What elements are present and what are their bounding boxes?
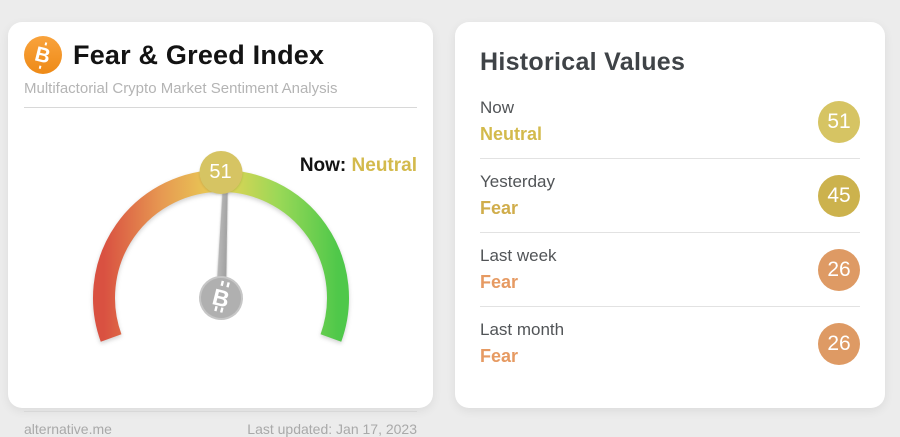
- bitcoin-hub-icon: B: [198, 276, 243, 320]
- bitcoin-icon: B: [24, 36, 62, 74]
- row-sentiment: Fear: [480, 346, 519, 366]
- history-row-last-week: Last week Fear 26: [480, 232, 860, 306]
- history-row-now: Now Neutral 51: [480, 85, 860, 158]
- row-label: Yesterday: [480, 172, 555, 191]
- row-label: Last week: [480, 246, 557, 265]
- now-sentiment: Neutral: [351, 155, 417, 176]
- row-sentiment: Fear: [480, 198, 519, 218]
- page-subtitle: Multifactorial Crypto Market Sentiment A…: [24, 80, 338, 97]
- footer-divider: [24, 411, 417, 412]
- row-value-badge: 51: [818, 100, 860, 143]
- row-sentiment: Fear: [480, 272, 519, 292]
- history-row-last-month: Last month Fear 26: [480, 306, 860, 380]
- svg-text:B: B: [209, 283, 231, 312]
- fear-greed-card: B Fear & Greed Index Multifactorial Cryp…: [8, 22, 433, 437]
- row-label: Last month: [480, 320, 565, 339]
- fear-greed-header: B Fear & Greed Index: [8, 22, 433, 74]
- last-updated: Last updated: Jan 17, 2023: [247, 421, 417, 437]
- gauge-needle: [215, 176, 228, 299]
- historical-rows: Now Neutral 51 Yesterday Fear 45 Last we…: [455, 85, 885, 380]
- header-divider: [24, 107, 417, 108]
- page-title: Fear & Greed Index: [73, 39, 325, 70]
- gauge-footer: alternative.me Last updated: Jan 17, 202…: [8, 412, 433, 437]
- gauge-value-badge: 51: [199, 151, 242, 194]
- row-label: Now: [480, 98, 515, 117]
- row-value-badge: 45: [818, 174, 860, 217]
- source-link[interactable]: alternative.me: [24, 421, 112, 437]
- current-sentiment-line: Now: Neutral: [300, 155, 417, 177]
- now-label: Now:: [299, 155, 347, 176]
- historical-values-title: Historical Values: [480, 48, 686, 76]
- historical-values-card: Historical Values Now Neutral 51 Yesterd…: [455, 22, 885, 408]
- row-value-badge: 26: [818, 322, 860, 365]
- history-row-yesterday: Yesterday Fear 45: [480, 158, 860, 232]
- row-value-badge: 26: [818, 248, 860, 291]
- row-sentiment: Neutral: [480, 124, 543, 144]
- gauge-area: Now: Neutral 51: [24, 143, 417, 411]
